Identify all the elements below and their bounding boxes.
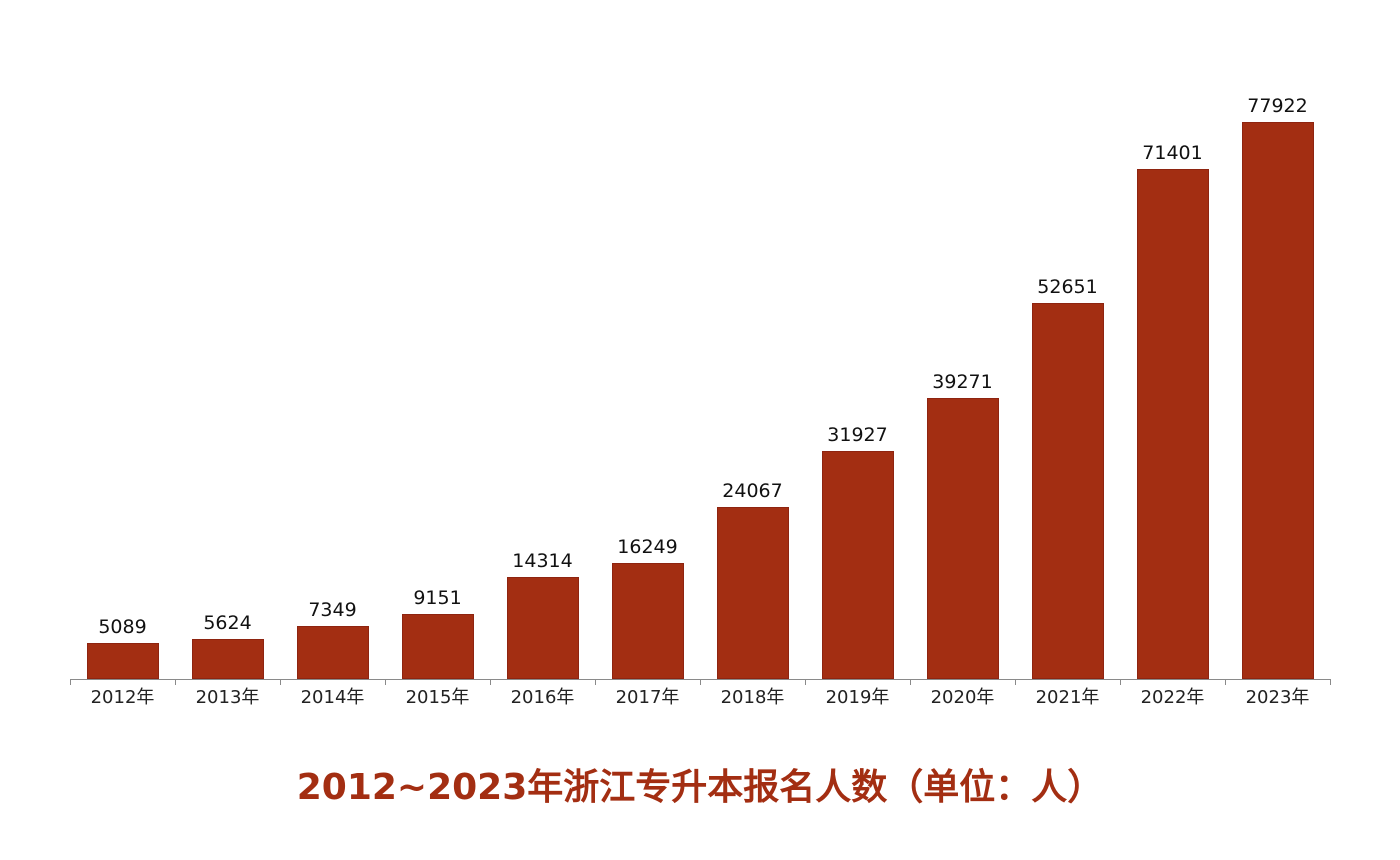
data-label: 52651	[1037, 276, 1098, 298]
bar	[1031, 303, 1104, 679]
x-tick-label: 2023年	[1245, 687, 1310, 708]
bar	[506, 577, 579, 679]
x-tick-label: 2013年	[195, 687, 260, 708]
x-tick-label: 2020年	[930, 687, 995, 708]
x-tick-label: 2015年	[405, 687, 470, 708]
x-tick-label: 2012年	[90, 687, 155, 708]
x-axis-tick	[805, 679, 806, 685]
data-label: 5624	[203, 612, 252, 634]
x-axis-tick	[175, 679, 176, 685]
x-tick-label: 2018年	[720, 687, 785, 708]
data-label: 5089	[98, 616, 147, 638]
x-axis-tick	[1330, 679, 1331, 685]
data-label: 16249	[617, 536, 678, 558]
x-axis-tick	[70, 679, 71, 685]
x-tick-label: 2021年	[1035, 687, 1100, 708]
bar	[1241, 122, 1314, 679]
data-label: 71401	[1142, 142, 1203, 164]
x-axis-tick	[1120, 679, 1121, 685]
bar	[611, 563, 684, 679]
data-label: 14314	[512, 550, 573, 572]
bar	[86, 643, 159, 679]
bar	[716, 507, 789, 679]
bar	[191, 639, 264, 679]
bar	[401, 614, 474, 679]
data-label: 24067	[722, 480, 783, 502]
bar	[821, 451, 894, 679]
x-axis-tick	[1225, 679, 1226, 685]
x-axis-tick	[910, 679, 911, 685]
x-tick-label: 2022年	[1140, 687, 1205, 708]
data-label: 77922	[1247, 95, 1308, 117]
chart-title: 2012~2023年浙江专升本报名人数（单位：人）	[296, 767, 1104, 808]
x-axis-tick	[700, 679, 701, 685]
x-axis-tick	[280, 679, 281, 685]
x-tick-label: 2016年	[510, 687, 575, 708]
data-label: 9151	[413, 587, 462, 609]
x-tick-label: 2019年	[825, 687, 890, 708]
x-axis-tick	[595, 679, 596, 685]
bar	[1136, 169, 1209, 679]
data-label: 7349	[308, 599, 357, 621]
x-axis-tick	[490, 679, 491, 685]
data-label: 39271	[932, 371, 993, 393]
bar	[926, 398, 999, 679]
x-axis-tick	[385, 679, 386, 685]
bar	[296, 626, 369, 679]
x-tick-label: 2017年	[615, 687, 680, 708]
x-tick-label: 2014年	[300, 687, 365, 708]
x-axis-tick	[1015, 679, 1016, 685]
data-label: 31927	[827, 424, 888, 446]
